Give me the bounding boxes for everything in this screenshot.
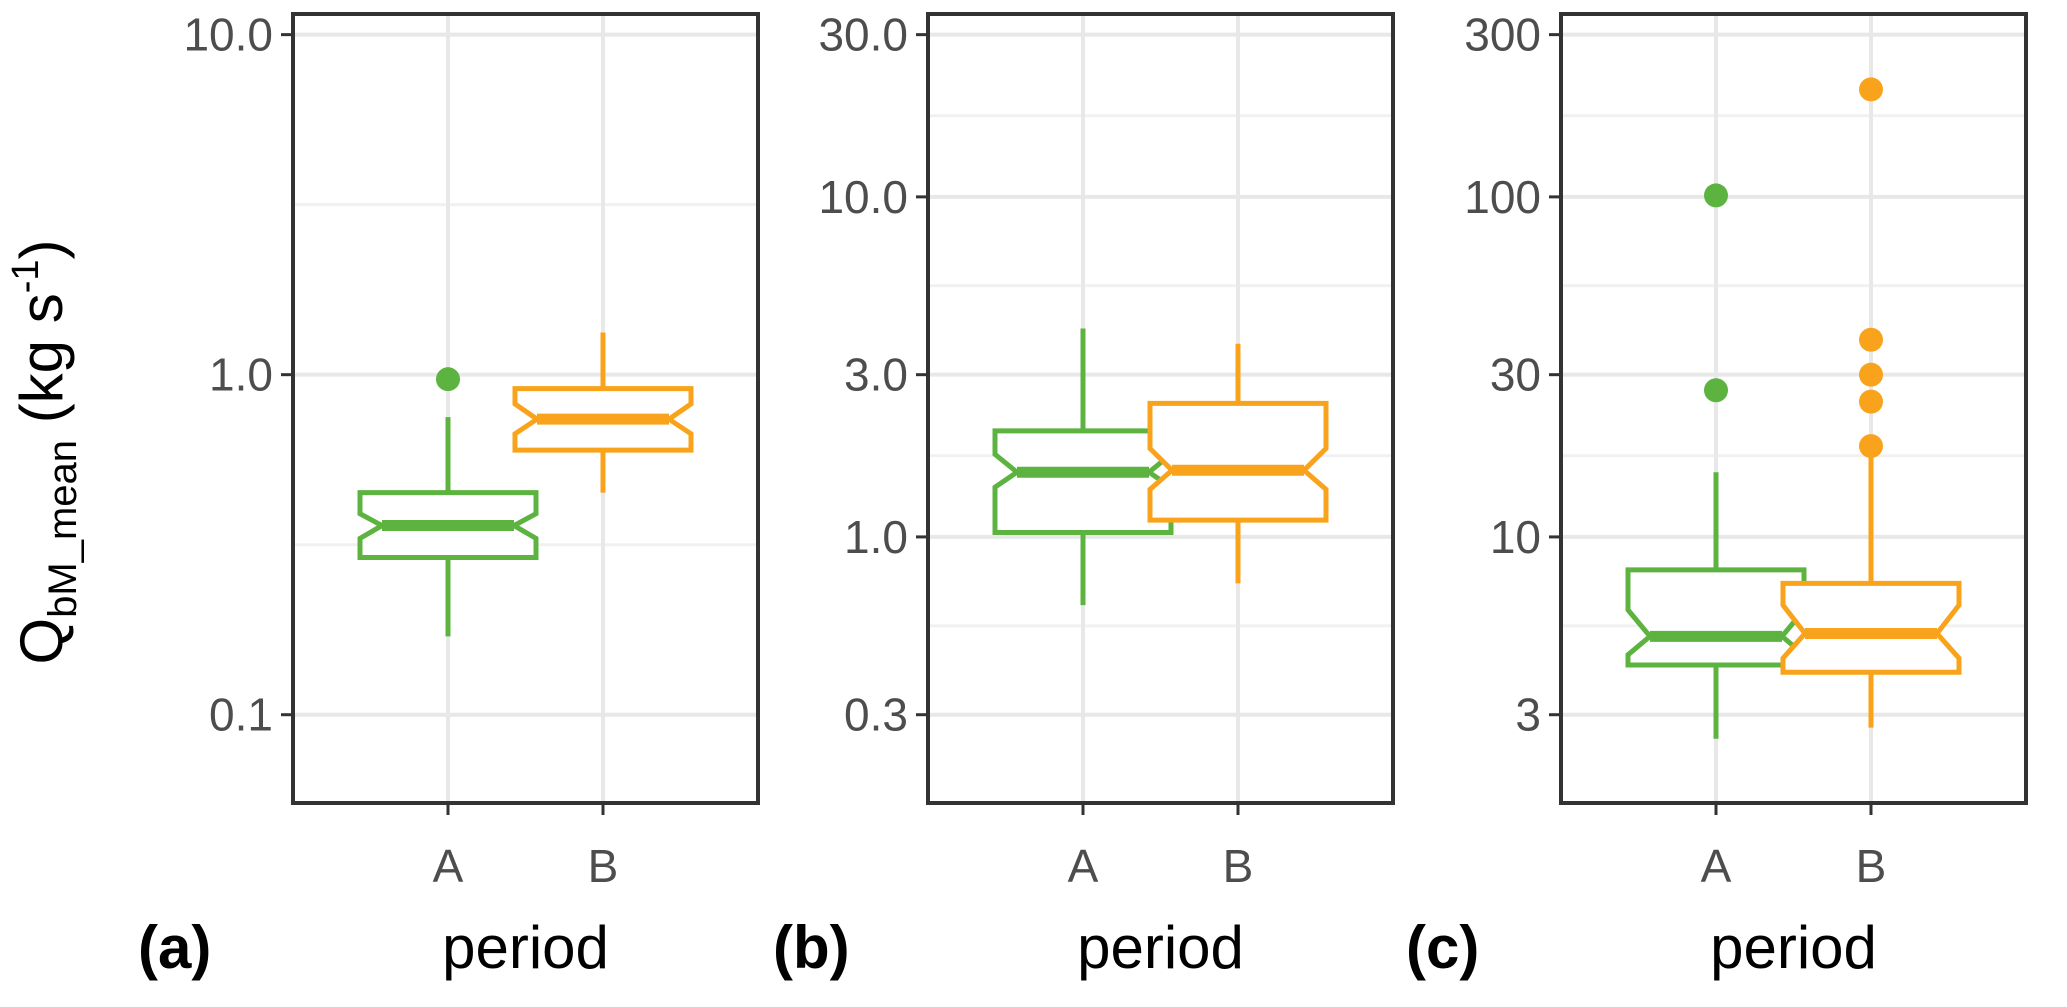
y-tick-label: 3.0: [844, 349, 908, 401]
notched-box: [992, 428, 1174, 536]
outlier-point: [1859, 362, 1883, 387]
box-c-B: [1780, 77, 1962, 728]
box-a-B: [512, 332, 694, 493]
y-tick-label: 30.0: [818, 9, 908, 61]
y-tick-label: 10: [1490, 511, 1541, 563]
outlier-point: [1859, 389, 1883, 414]
box-b-A: [992, 328, 1174, 606]
y-axis-label-subscript: bM_mean: [41, 440, 85, 618]
y-axis-label-main: Q: [8, 618, 75, 665]
y-tick-label: 30: [1490, 349, 1541, 401]
y-tick-label: 0.3: [844, 689, 908, 741]
x-axis-label: period: [1077, 914, 1244, 981]
panel-border: [1559, 12, 2028, 805]
y-tick-label: 100: [1464, 171, 1541, 223]
y-axis-label-unit: (kg s: [8, 293, 75, 423]
outlier-point: [1859, 77, 1883, 102]
x-tick-label: B: [588, 840, 619, 892]
x-tick-label: A: [433, 840, 464, 892]
y-tick-label: 300: [1464, 9, 1541, 61]
outlier-point: [436, 367, 460, 392]
outlier-point: [1859, 434, 1883, 459]
y-tick-label: 0.1: [209, 689, 273, 741]
y-tick-label: 10.0: [818, 171, 908, 223]
outlier-point: [1704, 183, 1728, 208]
x-tick-label: B: [1856, 840, 1887, 892]
box-a-A: [357, 367, 539, 637]
y-tick-label: 3: [1515, 689, 1541, 741]
panel-border: [926, 12, 1395, 805]
y-axis-label-close: ): [8, 239, 75, 259]
x-tick-label: A: [1068, 840, 1099, 892]
panel-label: (b): [773, 914, 850, 981]
outlier-point: [1704, 378, 1728, 403]
notched-box: [1780, 580, 1962, 675]
notched-box: [1147, 400, 1329, 523]
x-axis-label: period: [1710, 914, 1877, 981]
box-b-B: [1147, 343, 1329, 584]
x-tick-label: A: [1701, 840, 1732, 892]
y-tick-label: 1.0: [844, 511, 908, 563]
y-tick-label: 10.0: [183, 9, 273, 61]
panel-b: 0.3 1.0 3.0 10.0 30.0 A B (b) period: [773, 9, 1395, 981]
notched-box: [1625, 567, 1807, 668]
x-tick-label: B: [1223, 840, 1254, 892]
panel-a: 0.1 1.0 10.0 A B (a) period: [138, 9, 760, 981]
x-axis-label: period: [442, 914, 609, 981]
y-tick-label: 1.0: [209, 349, 273, 401]
panel-label: (a): [138, 914, 211, 981]
panel-c: 3 10 30 100 300 A B (c) period: [1406, 9, 2028, 981]
svg-text:QbM_mean (kg s-1): QbM_mean (kg s-1): [5, 239, 85, 664]
outlier-point: [1859, 327, 1883, 352]
y-axis-label-exponent: -1: [5, 259, 47, 293]
panel-label: (c): [1406, 914, 1479, 981]
y-axis-label: QbM_mean (kg s-1): [5, 239, 85, 664]
panel-border: [291, 12, 760, 805]
